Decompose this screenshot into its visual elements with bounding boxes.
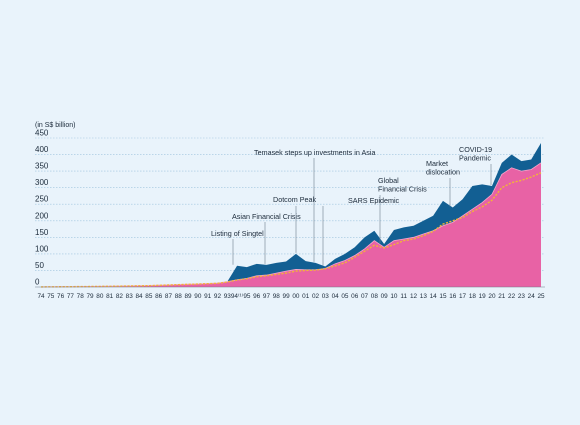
x-tick-label: 85 xyxy=(145,293,153,300)
annotation-label-line: Dotcom Peak xyxy=(273,195,317,204)
annotation-label-line: COVID-19 xyxy=(459,145,492,154)
annotation-label-line: Pandemic xyxy=(459,154,491,163)
y-tick-label: 0 xyxy=(35,278,40,287)
x-tick-label: 81 xyxy=(106,293,114,300)
series-inner-area xyxy=(41,162,541,287)
x-tick-label: 22 xyxy=(508,293,516,300)
x-tick-label: 74 xyxy=(37,293,45,300)
x-tick-label: 80 xyxy=(96,293,104,300)
x-tick-label: 05 xyxy=(341,293,349,300)
x-tick-label: 25 xyxy=(537,293,545,300)
y-tick-label: 250 xyxy=(35,195,49,204)
y-axis: 0 50 100 150 200 250 300 350 400 450 xyxy=(35,129,49,287)
x-tick-label: 82 xyxy=(116,293,124,300)
y-tick-label: 100 xyxy=(35,244,49,253)
x-tick-label: 92 xyxy=(214,293,222,300)
annotation-label: Asian Financial Crisis xyxy=(232,212,301,221)
x-tick-label: 06 xyxy=(351,293,359,300)
x-tick-label: 79 xyxy=(86,293,94,300)
x-tick-label: 94⁽¹⁾ xyxy=(231,293,244,300)
x-tick-label: 14 xyxy=(430,293,438,300)
y-tick-label: 350 xyxy=(35,162,49,171)
x-tick-label: 91 xyxy=(204,293,212,300)
x-tick-label: 17 xyxy=(459,293,467,300)
y-tick-label: 150 xyxy=(35,228,49,237)
series-areas xyxy=(40,142,542,288)
x-tick-label: 87 xyxy=(165,293,173,300)
annotations: Listing of Singtel Asian Financial Crisis… xyxy=(211,145,492,266)
y-tick-label: 50 xyxy=(35,261,44,270)
x-tick-label: 98 xyxy=(273,293,281,300)
annotation-label: Global Financial Crisis xyxy=(378,176,427,194)
annotation-label-line: SARS Epidemic xyxy=(348,196,400,205)
x-tick-label: 02 xyxy=(312,293,320,300)
x-tick-label: 18 xyxy=(469,293,477,300)
annotation-label-line: Listing of Singtel xyxy=(211,229,264,238)
x-tick-label: 08 xyxy=(371,293,379,300)
x-tick-label: 11 xyxy=(400,293,407,300)
annotation-label: COVID-19 Pandemic xyxy=(459,145,492,163)
unit-label: (in S$ billion) xyxy=(35,122,75,129)
series-line xyxy=(40,172,542,288)
x-tick-label: 07 xyxy=(361,293,369,300)
x-tick-label: 95 xyxy=(243,293,251,300)
x-tick-label: 75 xyxy=(47,293,55,300)
x-tick-label: 77 xyxy=(67,293,75,300)
x-tick-label: 97 xyxy=(263,293,271,300)
x-tick-label: 21 xyxy=(498,293,506,300)
x-tick-label: 86 xyxy=(155,293,163,300)
x-tick-label: 23 xyxy=(518,293,526,300)
annotation-label: Temasek steps up investments in Asia xyxy=(254,148,375,157)
x-tick-label: 01 xyxy=(302,293,310,300)
x-tick-label: 19 xyxy=(479,293,487,300)
x-tick-label: 78 xyxy=(77,293,85,300)
annotation-label: Dotcom Peak xyxy=(273,195,317,204)
annotation-label: Listing of Singtel xyxy=(211,229,264,238)
y-tick-label: 450 xyxy=(35,129,49,138)
annotation-label-line: Global xyxy=(378,176,399,185)
x-tick-label: 83 xyxy=(126,293,134,300)
x-tick-label: 89 xyxy=(185,293,193,300)
annotation-label-line: Temasek steps up investments in Asia xyxy=(254,148,375,157)
annotation-label-line: Financial Crisis xyxy=(378,185,427,194)
annotation-label-line: Asian Financial Crisis xyxy=(232,212,301,221)
x-tick-label: 76 xyxy=(57,293,65,300)
x-tick-label: 24 xyxy=(528,293,536,300)
annotation-label-line: dislocation xyxy=(426,168,460,177)
x-tick-label: 04 xyxy=(332,293,340,300)
x-tick-label: 03 xyxy=(322,293,330,300)
y-tick-label: 200 xyxy=(35,211,49,220)
x-tick-label: 96 xyxy=(253,293,261,300)
x-tick-label: 09 xyxy=(381,293,389,300)
x-tick-label: 00 xyxy=(292,293,300,300)
x-tick-label: 10 xyxy=(390,293,398,300)
x-tick-label: 13 xyxy=(420,293,428,300)
y-tick-label: 300 xyxy=(35,178,49,187)
x-tick-label: 90 xyxy=(194,293,202,300)
x-tick-label: 99 xyxy=(283,293,291,300)
x-axis: 74 75 76 77 78 79 80 81 82 83 84 85 86 87 88 89 90 91 92 93… xyxy=(35,286,545,300)
x-tick-label: 15 xyxy=(439,293,447,300)
y-tick-label: 400 xyxy=(35,145,49,154)
x-tick-label: 84 xyxy=(135,293,143,300)
x-tick-label: 12 xyxy=(410,293,418,300)
x-tick-label: 93 xyxy=(224,293,232,300)
x-tick-label: 16 xyxy=(449,293,457,300)
x-tick-label: 88 xyxy=(175,293,183,300)
annotation-label: SARS Epidemic xyxy=(348,196,400,205)
gridlines xyxy=(35,137,545,271)
annotation-label: Market dislocation xyxy=(426,159,460,177)
annotation-label-line: Market xyxy=(426,159,448,168)
x-tick-label: 20 xyxy=(488,293,496,300)
